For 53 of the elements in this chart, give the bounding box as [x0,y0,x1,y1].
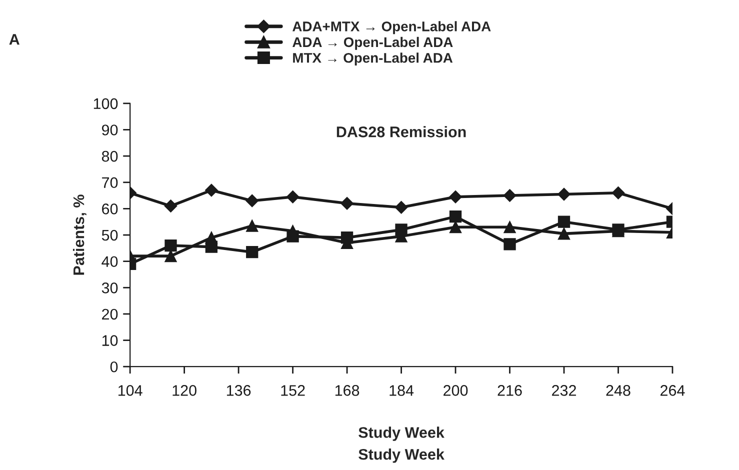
legend-label: ADA → Open-Label ADA [292,36,453,50]
point [612,186,625,200]
y-tick-label: 40 [102,256,118,268]
point [205,240,218,253]
point [286,230,299,242]
y-tick-label: 90 [102,124,118,136]
x-tick-label: 264 [660,385,685,396]
x-tick-label: 168 [335,385,360,396]
point [205,184,218,197]
point [164,200,178,212]
y-tick-label: 20 [102,308,118,320]
point [164,239,177,252]
x-tick-label: 232 [552,385,576,396]
x-tick-label: 136 [226,385,251,396]
point [395,224,408,236]
text: DAS28 Remission [336,126,466,138]
legend-label: MTX → Open-Label ADA [293,52,453,66]
point [558,228,570,240]
point [449,190,462,204]
x-tick-label: 152 [281,385,305,396]
x-axis-title: Study Week [358,426,444,441]
point [504,221,516,234]
point [246,194,259,208]
point [449,221,462,234]
y-tick-label: 0 [110,361,118,372]
x-tick-label: 104 [118,385,142,396]
point [449,210,462,223]
point [558,188,570,201]
legend-label: ADA+MTX → Open-Label ADA [292,21,491,34]
x-tick-label: 200 [444,385,468,396]
y-tick-label: 30 [102,282,118,294]
x-tick-label: 216 [498,385,522,396]
y-tick-label: 60 [102,204,118,214]
y-tick-label: 10 [102,335,118,346]
y-tick-label: 80 [102,150,118,162]
x-tick-label: 248 [606,385,630,396]
text: A [9,34,20,45]
y-tick-label: 50 [102,230,118,241]
y-tick-label: 100 [94,98,118,110]
point [340,197,354,210]
point [340,232,354,244]
x-tick-label: 184 [390,385,414,396]
point [246,246,258,258]
point [504,238,516,250]
point [286,190,300,204]
y-axis-title: Patients, % [72,194,86,275]
point [246,220,258,232]
point [558,216,570,228]
x-tick-label: 120 [172,385,196,396]
y-tick-label: 70 [102,177,118,188]
point [503,189,516,202]
text: Study Week [358,448,444,463]
point [394,200,408,214]
